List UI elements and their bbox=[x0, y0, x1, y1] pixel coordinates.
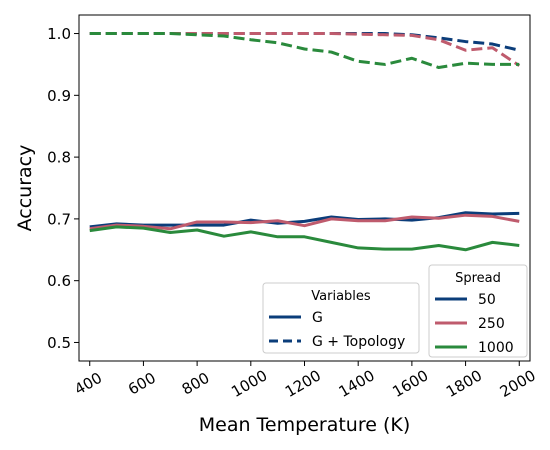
series-line-1000-g bbox=[89, 225, 520, 252]
legend-box bbox=[428, 264, 528, 358]
legend-entry-label: 50 bbox=[478, 292, 496, 308]
x-tick-label: 400 bbox=[71, 369, 105, 399]
y-axis: 0.5 0.6 0.7 0.8 0.9 1.0 bbox=[47, 25, 79, 352]
legend-title: Spread bbox=[455, 271, 501, 286]
y-tick-label: 0.7 bbox=[47, 210, 71, 228]
legend-entry-label: 1000 bbox=[478, 340, 514, 356]
legend-variables: Variables G G + Topology bbox=[262, 282, 420, 354]
y-tick-label: 0.9 bbox=[47, 87, 71, 105]
series-layer bbox=[89, 32, 521, 252]
x-tick-label: 1600 bbox=[389, 366, 431, 401]
y-tick-label: 0.8 bbox=[47, 149, 71, 167]
x-tick-label: 1200 bbox=[282, 366, 324, 401]
x-tick-label: 600 bbox=[125, 369, 159, 399]
legend-entry-label: G + Topology bbox=[312, 334, 405, 350]
x-tick-label: 1400 bbox=[336, 366, 378, 401]
y-axis-label: Accuracy bbox=[14, 145, 36, 232]
x-axis-label: Mean Temperature (K) bbox=[199, 414, 411, 436]
x-tick-label: 1000 bbox=[228, 366, 270, 401]
series-line-250-g bbox=[89, 213, 520, 231]
legend-title: Variables bbox=[311, 289, 371, 304]
y-tick-label: 0.5 bbox=[47, 334, 71, 352]
legend-box bbox=[262, 282, 420, 354]
legend-layer: Variables G G + Topology Spread 50 250 1000 bbox=[262, 264, 528, 358]
y-tick-label: 1.0 bbox=[47, 25, 71, 43]
x-axis: 400 600 800 1000 1200 1400 1600 1800 2000 bbox=[71, 361, 539, 401]
x-tick-label: 800 bbox=[179, 369, 213, 399]
legend-entry-label: 250 bbox=[478, 316, 505, 332]
y-tick-label: 0.6 bbox=[47, 272, 71, 290]
series-line-1000-g-topology bbox=[89, 32, 520, 70]
legend-spread: Spread 50 250 1000 bbox=[428, 264, 528, 358]
x-tick-label: 2000 bbox=[497, 366, 539, 401]
x-tick-label: 1800 bbox=[443, 366, 485, 401]
legend-entry-label: G bbox=[312, 310, 323, 326]
